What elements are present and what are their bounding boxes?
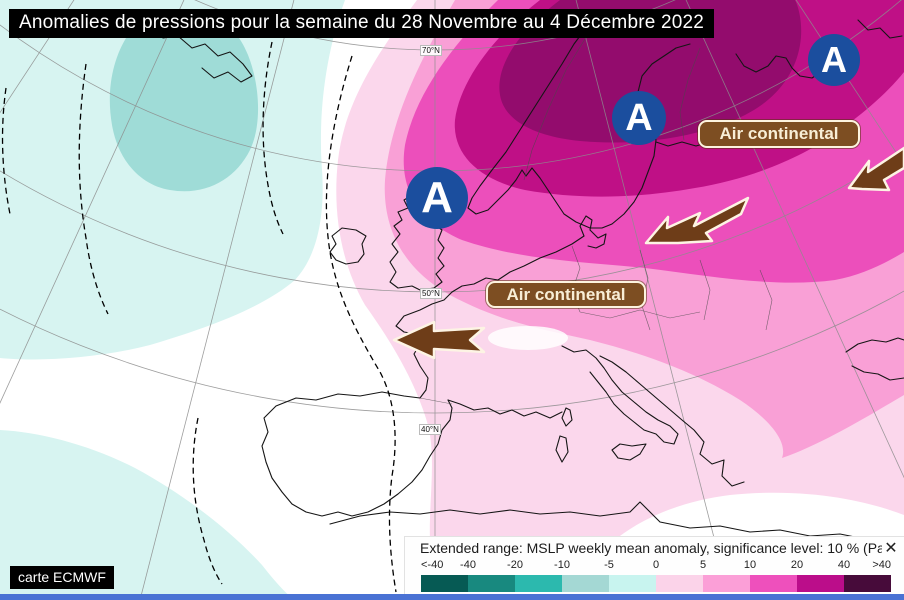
legend-title: Extended range: MSLP weekly mean anomaly…: [420, 540, 885, 556]
legend-swatch: [468, 575, 515, 592]
legend-tick: <-40: [421, 559, 444, 571]
bottom-bar: [0, 594, 904, 600]
arrow-southwest-east-icon: [847, 146, 904, 192]
legend-tick: -40: [460, 559, 476, 571]
arrow-west-icon: [392, 320, 486, 360]
arrow-southwest-icon: [644, 196, 750, 245]
air-continental-label-central: Air continental: [486, 281, 646, 308]
legend-tick: -5: [604, 559, 614, 571]
legend-swatch: [656, 575, 703, 592]
anticyclone-letter: A: [821, 39, 847, 80]
legend-swatch: [515, 575, 562, 592]
legend-tick: 40: [837, 559, 851, 571]
legend-tick: 10: [743, 559, 757, 571]
white-patch-alps: [488, 326, 568, 350]
legend-panel: Extended range: MSLP weekly mean anomaly…: [404, 536, 904, 595]
latitude-label-40n: 40°N: [419, 424, 441, 435]
white-patch-iberia: [240, 389, 424, 522]
legend-tick: -10: [554, 559, 570, 571]
anomaly-region-teal: [109, 16, 259, 192]
air-continental-text: Air continental: [719, 124, 839, 143]
anticyclone-marker-1: A: [406, 167, 468, 229]
legend-tick: 20: [790, 559, 804, 571]
legend-colorbar: [421, 575, 891, 592]
legend-tick: -20: [507, 559, 523, 571]
legend-swatch: [703, 575, 750, 592]
legend-tick: 5: [699, 559, 707, 571]
legend-swatch: [421, 575, 468, 592]
anomaly-region-cyan-southwest: [0, 430, 298, 600]
close-icon[interactable]: ✕: [882, 540, 900, 558]
latitude-label-50n: 50°N: [420, 288, 442, 299]
legend-ticks: <-40 -40 -20 -10 -5 0 5 10 20 40 >40: [405, 559, 904, 572]
legend-swatch: [562, 575, 609, 592]
anticyclone-marker-3: A: [808, 34, 860, 86]
legend-swatch: [750, 575, 797, 592]
air-continental-label-east: Air continental: [698, 120, 860, 148]
anticyclone-letter: A: [625, 96, 653, 139]
anticyclone-marker-2: A: [612, 91, 666, 145]
latitude-label-70n: 70°N: [420, 45, 442, 56]
legend-swatch: [844, 575, 891, 592]
air-continental-text: Air continental: [506, 284, 626, 304]
significance-contours: [1, 41, 397, 593]
map-credit: carte ECMWF: [10, 566, 114, 589]
map-title: Anomalies de pressions pour la semaine d…: [9, 9, 715, 38]
legend-swatch: [797, 575, 844, 592]
anticyclone-letter: A: [421, 173, 453, 222]
legend-swatch: [609, 575, 656, 592]
airflow-arrows: [392, 146, 904, 360]
legend-tick: >40: [872, 559, 891, 571]
legend-tick: 0: [652, 559, 660, 571]
